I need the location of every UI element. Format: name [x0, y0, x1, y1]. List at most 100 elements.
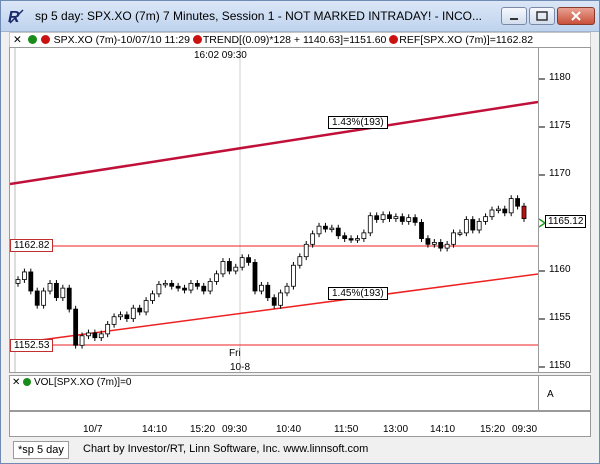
symbol-info[interactable]: SPX.XO (7m)-10/07/10 11:29 [53, 34, 190, 46]
candle-body [515, 198, 520, 207]
candle-body [28, 271, 34, 292]
upper-trend-line[interactable] [9, 100, 539, 186]
low-ref-price-tag: 1152.53 [10, 339, 54, 352]
close-pane-icon[interactable]: ✕ [13, 34, 22, 46]
candlestick-series [15, 195, 527, 349]
time-tick: 15:20 [190, 424, 216, 435]
time-tick: 11:50 [334, 424, 359, 435]
ref-dot-icon [389, 35, 399, 44]
candle-body [73, 308, 79, 346]
candle-body [399, 216, 405, 222]
volume-pane[interactable]: ✕ VOL[SPX.XO (7m)]=0 [9, 375, 539, 411]
candle-body [98, 333, 104, 339]
price-chart-pane[interactable]: 16:02 09:30 1.43%(193) 1.45%(193) 1162.8… [9, 47, 539, 373]
axis-tick-label: 1170 [549, 168, 571, 179]
restore-icon [536, 11, 548, 21]
candle-body [194, 282, 200, 287]
candle-body [214, 273, 219, 282]
trend-info[interactable]: TREND[(0.09)*128 + 1140.63]=1151.60 [202, 34, 387, 46]
candle-body [521, 205, 527, 219]
candle-body [284, 285, 290, 294]
ref-price-tag: 1162.82 [10, 239, 54, 252]
symbol-status-dot-icon [27, 35, 37, 44]
candle-body [348, 238, 354, 241]
investor-rt-logo-icon: R [8, 9, 24, 25]
time-tick: 10/7 [83, 424, 103, 435]
candle-body [233, 266, 239, 272]
minimize-button[interactable] [501, 7, 527, 25]
candle-body [291, 264, 296, 287]
candle-body [374, 215, 380, 220]
candle-body [438, 241, 444, 249]
status-bar: *sp 5 day Chart by Investor/RT, Linn Sof… [1, 439, 599, 463]
volume-axis: A [539, 375, 591, 411]
axis-tick-label: 1160 [549, 264, 571, 275]
price-axis[interactable]: 1180 1175 1170 1165 1160 1155 1150 1165.… [539, 47, 591, 373]
ref-info[interactable]: REF[SPX.XO (7m)]=1162.82 [399, 34, 534, 46]
candle-body [105, 323, 111, 335]
close-button[interactable] [557, 7, 595, 25]
candle-body [355, 238, 360, 241]
candle-body [335, 227, 341, 237]
candle-body [425, 238, 431, 245]
minimize-icon [510, 18, 518, 20]
candle-body [22, 271, 27, 280]
candle-body [489, 209, 495, 218]
axis-tick-label: 1150 [549, 360, 571, 371]
volume-dot-icon [23, 378, 32, 386]
time-tick: 14:10 [430, 424, 456, 435]
close-icon [571, 11, 581, 21]
time-tick: 14:10 [142, 424, 168, 435]
axis-ticks [539, 78, 545, 368]
candle-body [124, 314, 130, 320]
candle-body [495, 208, 501, 211]
lower-trend-line[interactable] [9, 273, 539, 345]
candle-body [188, 282, 194, 291]
axis-tick-label: 1155 [549, 312, 571, 323]
date-label: 10-8 [230, 362, 251, 373]
lower-trend-label: 1.45%(193) [328, 287, 388, 300]
candle-body [143, 300, 149, 313]
candle-body [297, 256, 303, 266]
candle-body [162, 282, 168, 286]
candle-body [182, 287, 187, 291]
title-bar[interactable]: R sp 5 day: SPX.XO (7m) 7 Minutes, Sessi… [1, 1, 599, 32]
candle-body [258, 284, 264, 292]
upper-trend-label: 1.43%(193) [328, 116, 388, 129]
axis-tick-label: 1180 [549, 72, 571, 83]
candle-body [406, 217, 412, 222]
chart-tab[interactable]: *sp 5 day [13, 441, 69, 459]
credit-text: Chart by Investor/RT, Linn Software, Inc… [83, 443, 369, 455]
close-pane-icon[interactable]: ✕ [12, 377, 21, 388]
candle-body [41, 290, 47, 306]
candle-body [451, 232, 456, 245]
session-time-label: 16:02 09:30 [194, 50, 247, 61]
symbol-status-dot-icon [40, 35, 50, 44]
time-axis[interactable]: 10/7 14:10 15:20 09:30 10:40 11:50 13:00… [9, 411, 591, 437]
time-tick: 09:30 [222, 424, 248, 435]
candle-body [303, 243, 309, 258]
candle-body [175, 285, 181, 289]
time-tick: 15:20 [480, 424, 506, 435]
volume-axis-marker: A [547, 389, 554, 400]
candle-body [431, 241, 437, 245]
restore-button[interactable] [529, 7, 555, 25]
candle-body [246, 257, 251, 263]
candle-body [79, 335, 85, 346]
candle-body [111, 316, 117, 325]
candle-body [342, 235, 348, 239]
price-chart-canvas[interactable] [9, 48, 539, 372]
candle-body [54, 282, 59, 299]
time-tick: 10:40 [276, 424, 302, 435]
candle-body [323, 225, 328, 230]
candle-body [252, 262, 258, 292]
candle-body [226, 261, 232, 272]
trend-dot-icon [192, 35, 202, 44]
candle-body [265, 284, 271, 299]
candle-body [66, 287, 72, 310]
candle-body [387, 214, 392, 219]
candle-body [15, 279, 21, 284]
candle-body [34, 290, 40, 306]
volume-label[interactable]: VOL[SPX.XO (7m)]=0 [33, 377, 132, 388]
